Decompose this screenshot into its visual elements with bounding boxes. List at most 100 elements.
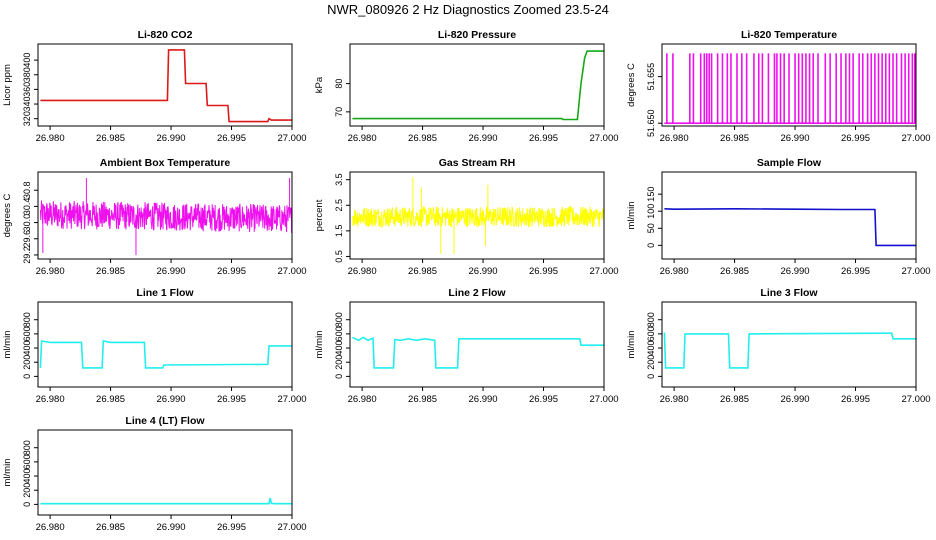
y-axis-label: ml/min <box>626 331 637 359</box>
plot-frame <box>661 171 917 260</box>
plot-frame <box>37 301 293 388</box>
plot-frame <box>37 43 293 127</box>
y-tick-label: 400 <box>22 53 32 68</box>
y-tick-label: 400 <box>22 469 32 484</box>
x-tick-label: 27.000 <box>277 394 306 405</box>
panel-1: Li-820 Pressure kPa 26.980 26.985 26.990 26.9… <box>314 29 619 144</box>
x-tick-label: 26.990 <box>469 266 498 277</box>
series-line <box>352 336 604 369</box>
x-tick-label: 27.000 <box>277 266 306 277</box>
y-tick-label: 1.5 <box>334 225 344 238</box>
x-tick-label: 26.985 <box>408 394 437 405</box>
y-tick-label: 360 <box>22 82 32 97</box>
y-tick-label: 0.5 <box>334 250 344 263</box>
plot-frame <box>349 301 605 388</box>
x-tick-label: 26.985 <box>96 522 125 533</box>
x-tick-label: 26.995 <box>841 266 870 277</box>
plot-area <box>664 207 916 247</box>
y-tick-label: 600 <box>22 326 32 341</box>
y-axis-label: degrees C <box>626 63 637 107</box>
x-tick-label: 26.990 <box>781 394 810 405</box>
y-tick-label: 0 <box>646 374 656 379</box>
x-tick-label: 27.000 <box>589 394 618 405</box>
x-tick-label: 26.995 <box>217 266 246 277</box>
y-tick-label: 29.6 <box>22 230 32 248</box>
panel-3: Ambient Box Temperature degrees C 26.980 26… <box>2 157 307 277</box>
series-line <box>40 497 292 505</box>
plot-frame <box>661 301 917 388</box>
y-tick-label: 100 <box>646 204 656 219</box>
y-tick-label: 380 <box>22 67 32 82</box>
y-axis-label: Licor ppm <box>2 64 13 106</box>
x-tick-label: 26.980 <box>36 522 65 533</box>
x-tick-label: 26.995 <box>529 133 558 144</box>
x-tick-label: 26.980 <box>660 133 689 144</box>
plot-frame <box>349 171 605 260</box>
y-axis-label: ml/min <box>2 331 13 359</box>
panel-6: Line 1 Flow ml/min 26.980 26.985 26.990 26.99… <box>2 287 307 405</box>
panel-2: Li-820 Temperature degrees C 26.980 26.985 2… <box>626 29 931 144</box>
x-tick-label: 26.995 <box>841 133 870 144</box>
y-axis-label: degrees C <box>2 193 13 237</box>
y-tick-label: 51.655 <box>646 63 656 91</box>
x-tick-label: 26.985 <box>96 133 125 144</box>
y-tick-label: 30.4 <box>22 198 32 216</box>
x-tick-label: 26.990 <box>781 133 810 144</box>
panel-title: Line 4 (LT) Flow <box>125 415 205 427</box>
x-tick-label: 26.990 <box>781 266 810 277</box>
x-tick-label: 27.000 <box>277 133 306 144</box>
y-tick-label: 200 <box>22 355 32 370</box>
plot-area <box>352 177 604 254</box>
y-tick-label: 340 <box>22 97 32 112</box>
y-tick-label: 200 <box>646 355 656 370</box>
panel-title: Sample Flow <box>757 157 822 169</box>
panel-title: Li-820 Temperature <box>741 29 837 41</box>
plot-area <box>663 332 916 369</box>
y-axis-label: ml/min <box>2 459 13 487</box>
y-tick-label: 600 <box>646 326 656 341</box>
panel-5: Sample Flow ml/min 26.980 26.985 26.990 26.99… <box>626 157 931 277</box>
y-tick-label: 50 <box>646 223 656 233</box>
y-tick-label: 30.8 <box>22 181 32 199</box>
panel-0: Li-820 CO2 Licor ppm 26.980 26.985 26.990 26.… <box>2 29 307 144</box>
y-axis-label: percent <box>314 199 325 231</box>
x-tick-label: 26.980 <box>660 394 689 405</box>
panel-title: Li-820 CO2 <box>138 29 193 41</box>
x-tick-label: 26.985 <box>720 133 749 144</box>
plot-frame <box>37 429 293 516</box>
x-tick-label: 26.980 <box>660 266 689 277</box>
x-tick-label: 26.995 <box>217 133 246 144</box>
series-line <box>352 50 604 121</box>
y-tick-label: 0 <box>646 243 656 248</box>
panel-title: Line 2 Flow <box>448 287 506 299</box>
x-tick-label: 27.000 <box>901 266 930 277</box>
y-tick-label: 80 <box>334 79 344 89</box>
x-tick-label: 27.000 <box>277 522 306 533</box>
panel-title: Line 3 Flow <box>760 287 818 299</box>
x-tick-label: 26.985 <box>720 266 749 277</box>
series-line <box>352 204 604 228</box>
series-line <box>39 340 292 369</box>
y-tick-label: 0 <box>334 374 344 379</box>
x-tick-label: 27.000 <box>901 133 930 144</box>
y-tick-label: 51.650 <box>646 109 656 137</box>
y-axis-label: ml/min <box>626 202 637 230</box>
x-tick-label: 26.995 <box>841 394 870 405</box>
y-tick-label: 600 <box>334 326 344 341</box>
y-axis-label: ml/min <box>314 331 325 359</box>
x-tick-label: 26.980 <box>348 133 377 144</box>
y-axis-label: kPa <box>314 76 325 93</box>
x-tick-label: 26.985 <box>96 266 125 277</box>
plot-area <box>39 178 292 255</box>
y-tick-label: 800 <box>334 312 344 327</box>
y-tick-label: 30.0 <box>22 214 32 232</box>
y-tick-label: 800 <box>22 312 32 327</box>
x-tick-label: 26.980 <box>36 394 65 405</box>
x-tick-label: 26.980 <box>348 266 377 277</box>
plot-frame <box>349 43 605 127</box>
y-tick-label: 0 <box>22 374 32 379</box>
y-tick-label: 200 <box>22 483 32 498</box>
y-tick-label: 400 <box>22 341 32 356</box>
x-tick-label: 26.995 <box>217 522 246 533</box>
